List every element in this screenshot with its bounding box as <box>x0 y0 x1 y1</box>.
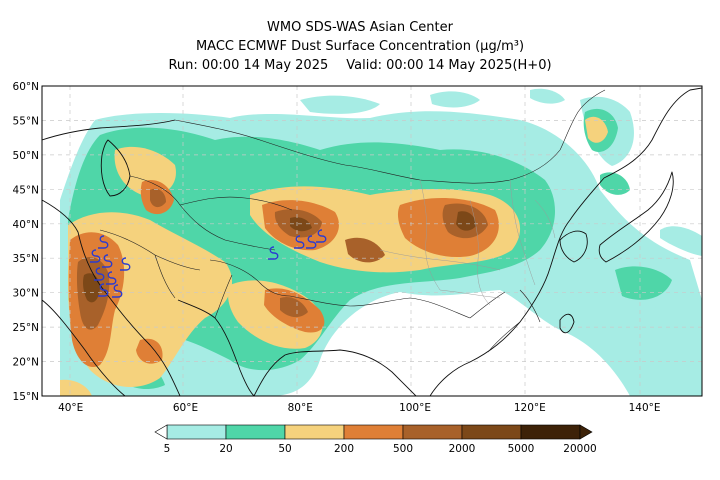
longitude-labels: 40°E 60°E 80°E 100°E 120°E 140°E <box>58 402 661 414</box>
longitude-label-4: 120°E <box>514 402 546 414</box>
dust-field <box>42 86 702 396</box>
colorbar-tick-2: 50 <box>278 443 291 455</box>
colorbar-tick-5: 2000 <box>449 443 476 455</box>
colorbar-tick-3: 200 <box>334 443 354 455</box>
colorbar-tick-1: 20 <box>219 443 232 455</box>
longitude-label-1: 60°E <box>173 402 198 414</box>
latitude-label-8: 20°N <box>13 357 39 369</box>
latitude-labels: 60°N 55°N 50°N 45°N 40°N 35°N 30°N 25°N 20°N 15°N <box>13 81 39 403</box>
dust-map: 60°N 55°N 50°N 45°N 40°N 35°N 30°N 25°N 20°N 15°N… <box>13 81 703 414</box>
latitude-label-5: 35°N <box>13 253 39 265</box>
longitude-label-3: 100°E <box>399 402 431 414</box>
colorbar-tick-0: 5 <box>164 443 171 455</box>
map-frame <box>41 85 703 397</box>
longitude-label-0: 40°E <box>58 402 83 414</box>
run-valid-line: Run: 00:00 14 May 2025 Valid: 00:00 14 Ma… <box>0 56 720 75</box>
colorbar-tick-7: 20000 <box>563 443 596 455</box>
chart-title: WMO SDS-WAS Asian Center <box>267 20 453 35</box>
latitude-label-3: 45°N <box>13 184 39 196</box>
longitude-label-5: 140°E <box>629 402 661 414</box>
dust-storm-markers <box>90 229 327 298</box>
coastlines <box>42 87 702 396</box>
latitude-label-4: 40°N <box>13 219 39 231</box>
latitude-label-9: 15°N <box>13 391 39 403</box>
longitude-label-2: 80°E <box>288 402 313 414</box>
province-borders <box>379 179 556 306</box>
colorbar-tick-4: 500 <box>393 443 413 455</box>
latitude-label-7: 25°N <box>13 322 39 334</box>
run-time: Run: 00:00 14 May 2025 <box>168 58 329 73</box>
valid-time: Valid: 00:00 14 May 2025(H+0) <box>346 58 552 73</box>
latitude-label-1: 55°N <box>13 115 39 127</box>
colorbar-tick-6: 5000 <box>508 443 535 455</box>
latitude-label-2: 50°N <box>13 150 39 162</box>
latitude-label-6: 30°N <box>13 288 39 300</box>
colorbar-tick-labels: 5 20 50 200 500 2000 5000 20000 <box>164 443 597 455</box>
country-borders <box>99 89 606 353</box>
chart-subtitle: MACC ECMWF Dust Surface Concentration (μ… <box>195 39 525 54</box>
latitude-label-0: 60°N <box>13 81 39 93</box>
chart-title-block: WMO SDS-WAS Asian Center MACC ECMWF Dust… <box>0 18 720 75</box>
